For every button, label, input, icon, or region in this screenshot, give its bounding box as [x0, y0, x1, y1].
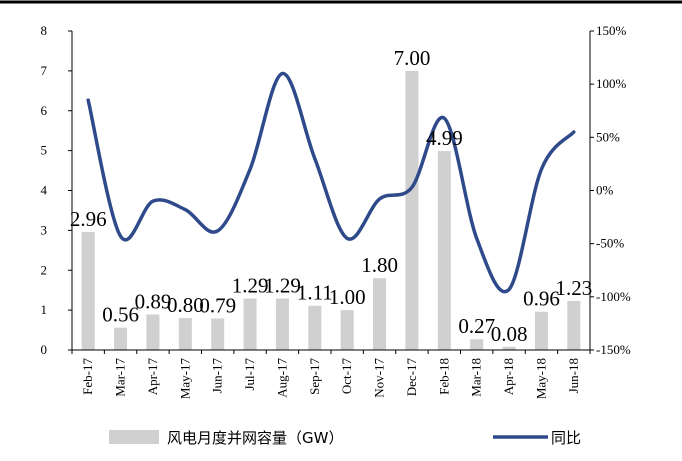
- x-tick-label: Apr-17: [145, 358, 160, 396]
- bar-data-label: 1.11: [297, 281, 333, 305]
- bar-data-label: 0.89: [135, 290, 172, 314]
- bar-data-label: 0.56: [102, 303, 139, 327]
- bar-series: [81, 70, 581, 350]
- data-labels: 2.960.560.890.800.791.291.291.111.001.80…: [70, 46, 592, 346]
- x-tick-label: Feb-18: [436, 358, 451, 395]
- left-tick-label: 1: [41, 302, 48, 317]
- right-tick-label: -50%: [596, 236, 624, 251]
- bar-data-label: 0.79: [199, 293, 236, 317]
- x-tick-label: Dec-17: [404, 358, 419, 397]
- bar-data-label: 1.80: [361, 253, 398, 277]
- bar: [437, 151, 451, 350]
- bar: [178, 318, 192, 350]
- bar-data-label: 1.29: [264, 274, 301, 298]
- x-tick-label: Jul-17: [242, 358, 257, 391]
- bar: [146, 314, 160, 350]
- x-tick-label: Oct-17: [339, 358, 354, 395]
- x-tick-label: Jun-17: [210, 358, 225, 394]
- legend-swatch-bar: [109, 430, 159, 444]
- x-tick-label: May-18: [533, 358, 548, 399]
- bar: [405, 70, 419, 350]
- bar-data-label: 0.08: [491, 322, 528, 346]
- x-tick-label: Aug-17: [274, 358, 289, 398]
- right-tick-label: 150%: [596, 23, 627, 38]
- left-tick-label: 3: [41, 222, 48, 237]
- legend: 风电月度并网容量（GW） 同比: [109, 429, 581, 447]
- bar-data-label: 7.00: [394, 46, 431, 70]
- right-tick-label: -150%: [596, 342, 631, 357]
- bar: [470, 339, 484, 350]
- x-tick-label: Feb-17: [80, 358, 95, 395]
- right-tick-label: -100%: [596, 289, 631, 304]
- x-tick-label: Mar-18: [469, 358, 484, 397]
- right-tick-label: 100%: [596, 76, 627, 91]
- bar: [211, 318, 225, 350]
- axes: 0 1 2 3 4 5 6 7 8 -150% -100% -50% 0% 50% 100% 150% Feb-…: [41, 23, 631, 399]
- left-tick-label: 0: [41, 342, 48, 357]
- bar: [114, 327, 128, 350]
- bar: [81, 231, 95, 350]
- bar-data-label: 1.23: [555, 276, 592, 300]
- bar-data-label: 0.27: [458, 314, 495, 338]
- bar: [340, 310, 354, 350]
- x-tick-label: Nov-17: [372, 358, 387, 398]
- x-tick-label: Jun-18: [566, 358, 581, 393]
- bar-data-label: 0.80: [167, 293, 204, 317]
- x-tick-label: Mar-17: [113, 358, 128, 397]
- bar-data-label: 1.29: [232, 274, 269, 298]
- line-series: [86, 71, 576, 294]
- bar: [373, 278, 387, 350]
- legend-label-bar: 风电月度并网容量（GW）: [167, 429, 343, 447]
- bar: [567, 300, 581, 350]
- yoy-line: [86, 71, 576, 294]
- left-tick-label: 7: [41, 63, 48, 78]
- right-tick-label: 0%: [596, 183, 614, 198]
- left-tick-label: 4: [41, 183, 48, 198]
- bar: [534, 311, 548, 350]
- bar-data-label: 2.96: [70, 207, 107, 231]
- right-tick-label: 50%: [596, 129, 620, 144]
- legend-label-line: 同比: [551, 429, 581, 447]
- left-tick-label: 5: [41, 143, 48, 158]
- bar: [275, 298, 289, 350]
- left-tick-label: 8: [41, 23, 48, 38]
- bar-data-label: 1.00: [329, 285, 366, 309]
- left-tick-label: 2: [41, 262, 48, 277]
- x-tick-label: Apr-18: [501, 358, 516, 395]
- x-tick-label: May-17: [177, 358, 192, 400]
- bar: [502, 346, 516, 350]
- left-tick-label: 6: [41, 103, 48, 118]
- bar-data-label: 0.96: [523, 287, 560, 311]
- x-tick-label: Sep-17: [307, 358, 322, 395]
- bar: [243, 298, 257, 350]
- bar: [308, 305, 322, 350]
- bar-data-label: 4.99: [426, 126, 463, 150]
